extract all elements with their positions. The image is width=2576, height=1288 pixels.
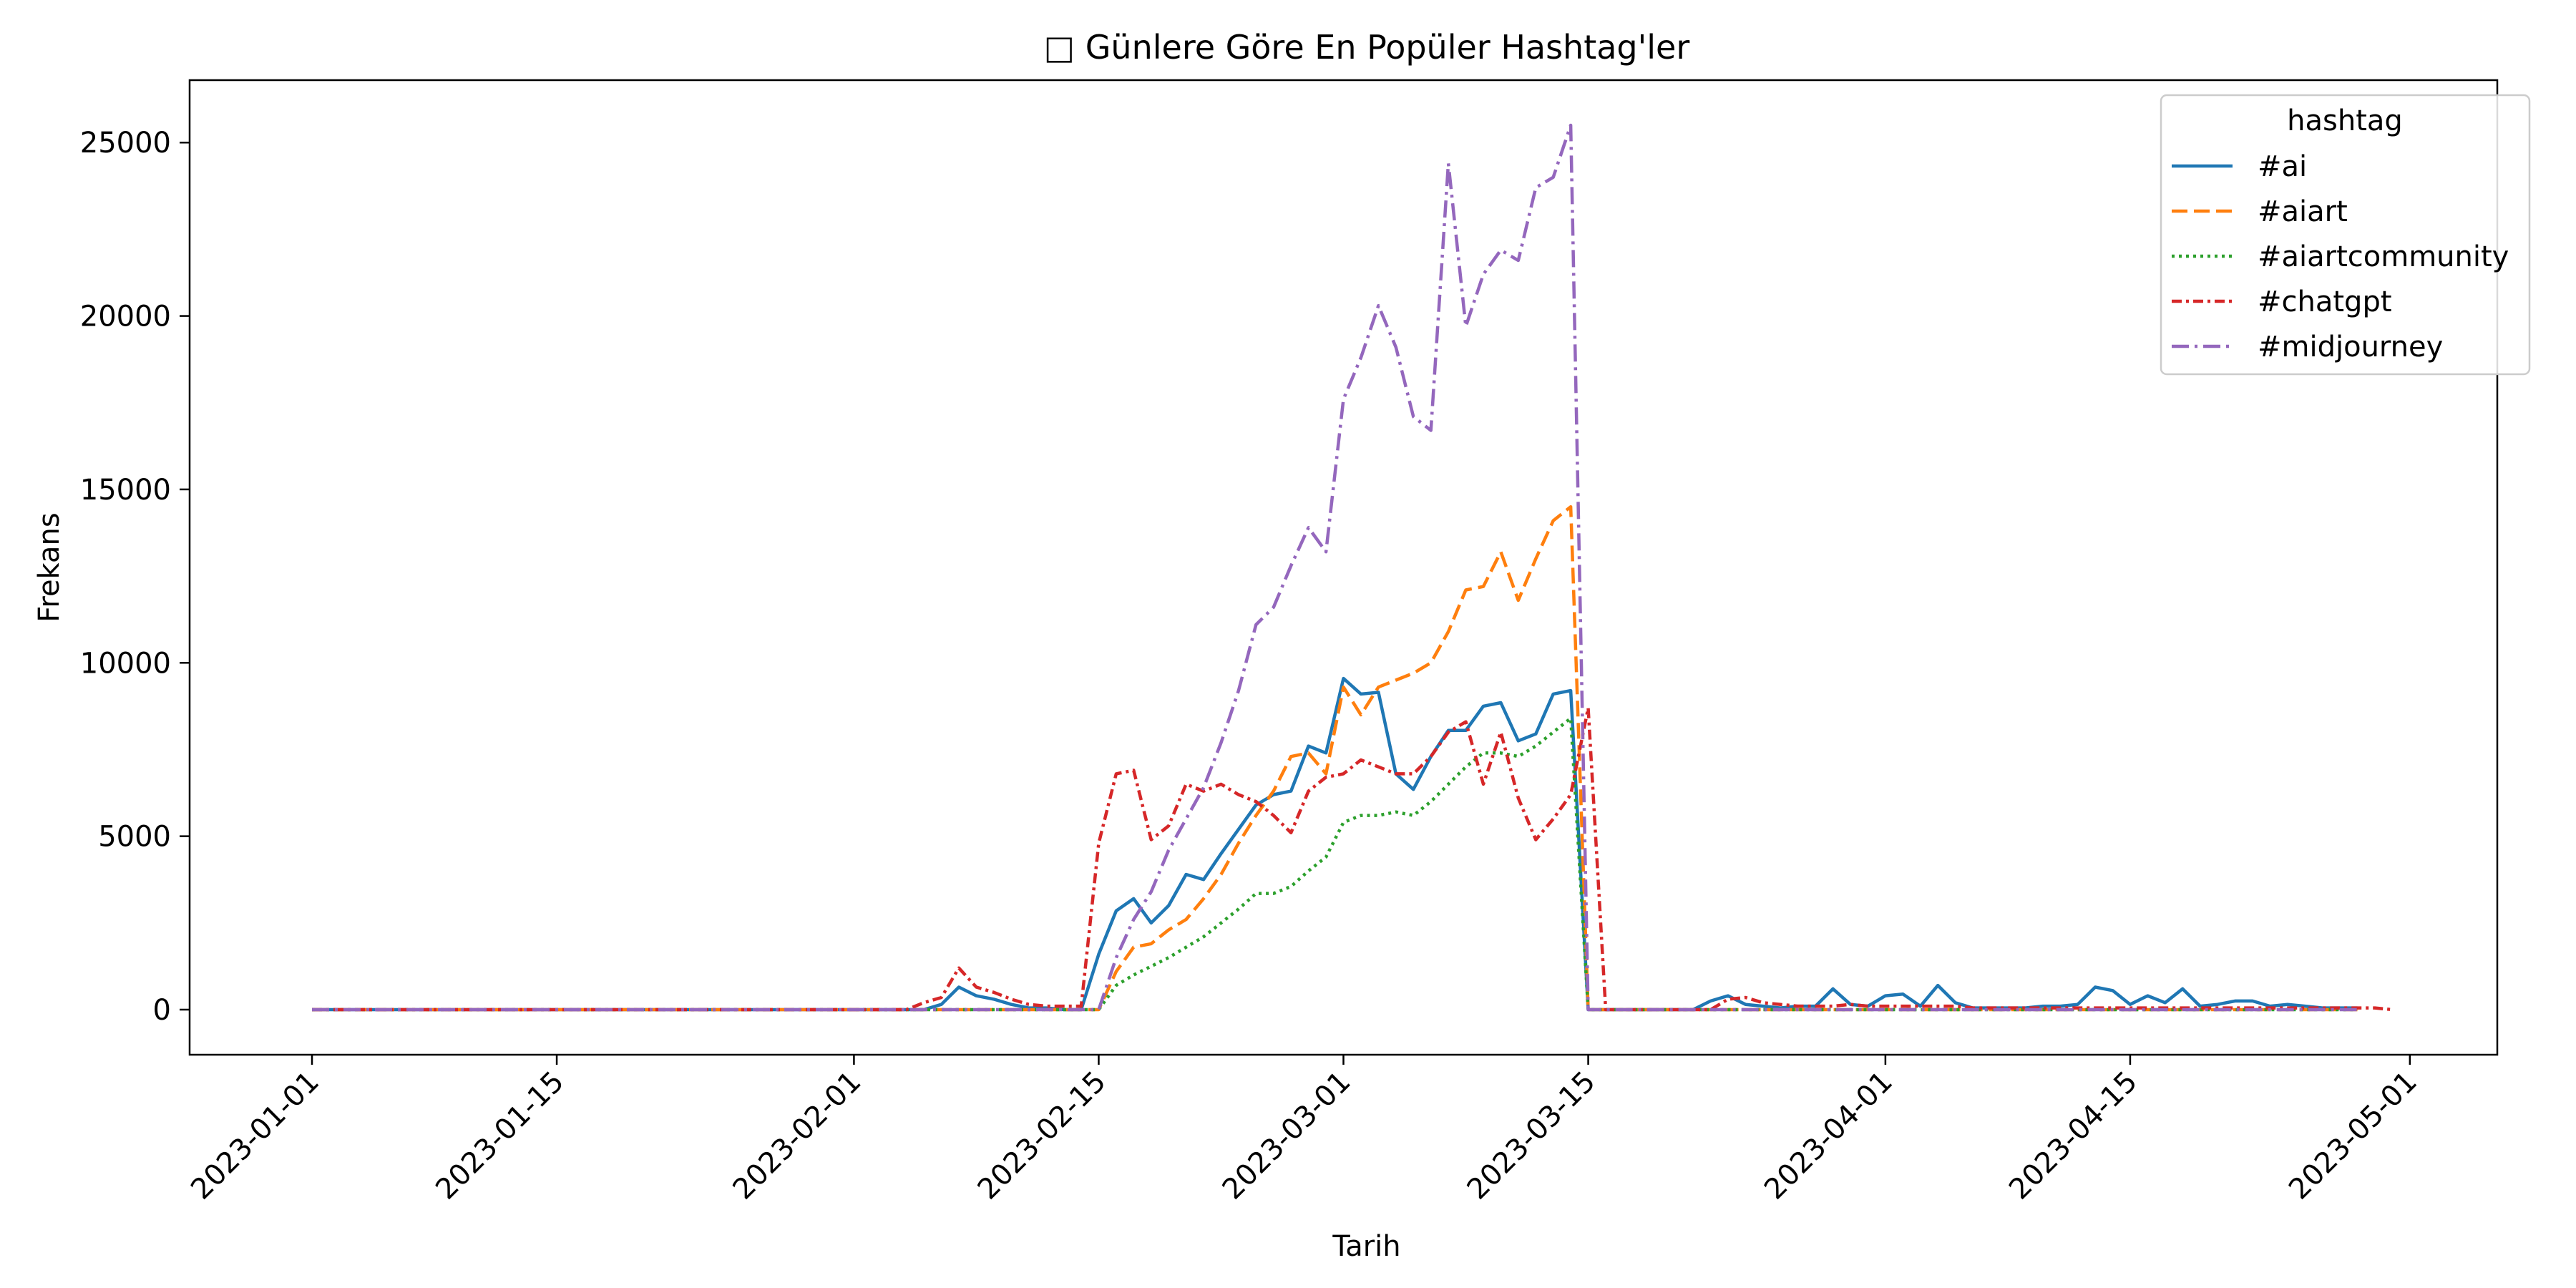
- y-tick-label: 20000: [80, 301, 171, 333]
- y-tick-label: 10000: [80, 647, 171, 680]
- legend-title: hashtag: [2287, 104, 2403, 137]
- y-tick-label: 0: [153, 994, 171, 1027]
- legend-label: #aiart: [2258, 195, 2348, 228]
- legend-items: #ai #aiart #aiartcommunity #chatgpt #midjour…: [2172, 150, 2509, 364]
- legend-label: #aiartcommunity: [2258, 240, 2509, 273]
- x-axis-label: Tarih: [1332, 1230, 1400, 1263]
- plot-area: [312, 123, 2393, 1012]
- legend-frame: [2160, 94, 2531, 376]
- y-axis-label: Frekans: [33, 512, 66, 622]
- y-tick-label: 15000: [80, 474, 171, 507]
- chart-title: □ Günlere Göre En Popüler Hashtag'ler: [1044, 28, 1690, 67]
- y-axis: 0 5000 10000 15000 20000 25000: [80, 127, 190, 1027]
- series-line-midjourney: [312, 123, 2358, 1012]
- legend-label: #ai: [2258, 150, 2307, 183]
- y-tick-label: 5000: [98, 821, 171, 854]
- legend: hashtag #ai #aiart #aiartcommunity #chatgpt…: [2160, 94, 2531, 376]
- y-tick-label: 25000: [80, 127, 171, 160]
- legend-label: #chatgpt: [2258, 286, 2392, 318]
- legend-label: #midjourney: [2258, 331, 2443, 364]
